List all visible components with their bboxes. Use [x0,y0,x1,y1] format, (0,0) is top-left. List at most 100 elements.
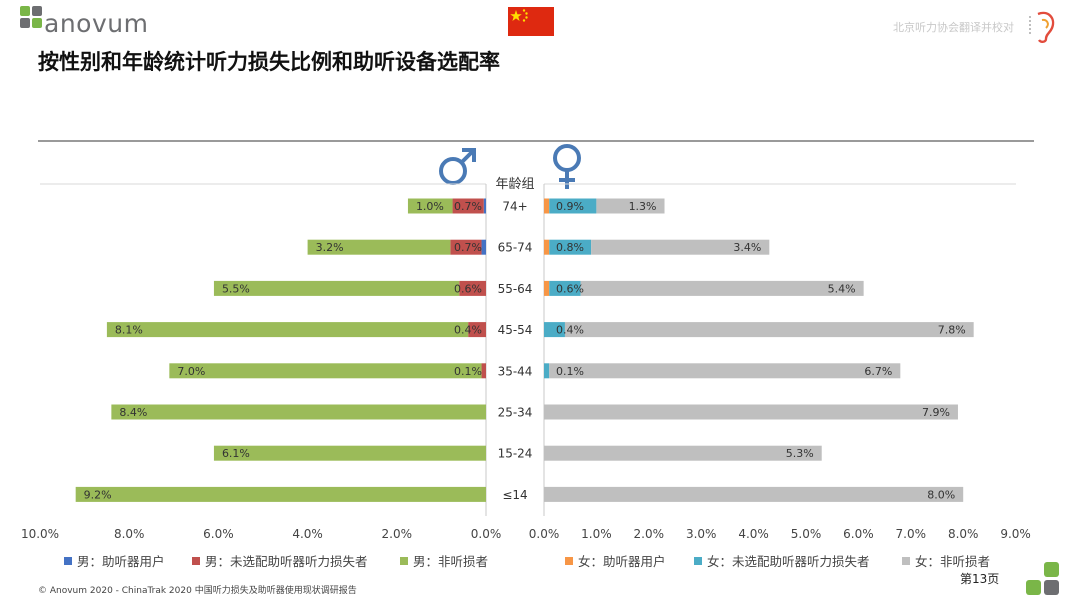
bar-male-unfitted [459,280,486,296]
data-label-female-non: 8.0% [927,488,955,501]
legend-label-female-user: 女：助听器用户 [578,554,666,569]
category-label: 74+ [502,200,527,214]
female-bars [544,198,974,502]
male-symbol-icon [439,148,476,185]
data-label-male-non: 5.5% [222,282,250,295]
tick-label-female: 9.0% [1000,527,1031,541]
category-labels: 74+ 65-74 55-64 45-54 35-44 25-34 15-24 ≤14 [498,200,533,502]
data-label-female-unfitted: 0.9% [556,200,584,213]
tick-label-female: 0.0% [529,527,560,541]
bar-female-unfitted [549,198,597,214]
category-label: 25-34 [498,406,533,420]
data-label-male-non: 8.1% [115,324,143,337]
legend-swatch-male-user [64,556,72,565]
bar-male-unfitted [452,198,484,214]
bar-male-non [111,404,487,420]
tick-label-female: 7.0% [896,527,927,541]
female-data-labels: 0.9% 1.3% 0.8% 3.4% 0.6% 5.4% 0.4% 7.8% 0.1% 6.7%… [556,200,966,501]
tick-label-female: 3.0% [686,527,717,541]
bar-male-non [213,280,460,296]
male-axis-ticks: 10.0% 8.0% 6.0% 4.0% 2.0% 0.0% [21,527,501,541]
data-label-male-unfitted: 0.7% [454,241,482,254]
bar-female-non [544,404,958,420]
female-axis-ticks: 0.0% 1.0% 2.0% 3.0% 4.0% 5.0% 6.0% 7.0% 8.0% 9.0% [529,527,1031,541]
legend-female-user: 女：助听器用户 [565,551,666,570]
tick-label-male: 0.0% [471,527,502,541]
partner-text: 北京听力协会翻译并校对 [893,21,1014,34]
data-label-male-unfitted: 0.6% [454,282,482,295]
bar-female-non [596,198,665,214]
tick-label-female: 1.0% [581,527,612,541]
bar-male-non [75,486,487,502]
bar-male-user [481,239,486,255]
legend-label-male-non: 男：非听损者 [413,554,489,569]
bar-female-user [544,280,550,296]
bar-male-unfitted [481,363,486,379]
legend-male-user: 男：助听器用户 [64,551,165,570]
bar-female-unfitted [544,322,565,338]
legend-label-male-unfitted: 男：未选配助听器听力损失者 [205,554,368,569]
bar-female-non [591,239,770,255]
legend-label-female-unfitted: 女：未选配助听器听力损失者 [707,554,870,569]
bar-female-user [544,239,550,255]
tick-label-male: 10.0% [21,527,59,541]
male-data-labels: 0.7% 1.0% 0.7% 3.2% 0.6% 5.5% 0.4% 8.1% 0.1% 7.0%… [84,200,482,501]
tick-label-female: 2.0% [634,527,665,541]
data-label-female-non: 5.4% [828,282,856,295]
data-label-male-unfitted: 0.1% [454,365,482,378]
corner-logo-mark [1026,562,1059,595]
data-label-female-non: 7.9% [922,406,950,419]
legend-male-unfitted: 男：未选配助听器听力损失者 [192,551,368,570]
bar-female-user [544,198,550,214]
category-label: 35-44 [498,364,533,378]
legend-swatch-female-user [565,556,573,565]
data-label-female-unfitted: 0.4% [556,324,584,337]
china-flag-icon [508,7,554,36]
category-axis-label: 年龄组 [495,177,534,192]
legend-label-female-non: 女：非听损者 [915,554,991,569]
bar-male-user [483,198,486,214]
bar-female-non [549,363,901,379]
data-label-female-non: 3.4% [733,241,761,254]
legend-swatch-male-unfitted [192,556,200,565]
data-label-male-non: 8.4% [119,406,147,419]
bar-male-non [106,322,469,338]
bar-male-unfitted [450,239,482,255]
data-label-female-unfitted: 0.8% [556,241,584,254]
page-number: 第13页 [960,572,1000,586]
data-label-female-non: 1.3% [629,200,657,213]
bar-female-non [544,486,964,502]
bar-female-unfitted [549,239,592,255]
bar-male-non [213,445,486,461]
legend-female-unfitted: 女：未选配助听器听力损失者 [694,551,870,570]
legend-swatch-male-non [400,556,408,565]
bar-female-non [564,322,974,338]
tick-label-male: 6.0% [203,527,234,541]
butterfly-bar-chart: 年龄组 0.7% 1.0% 0.7% 3.2% 0.6% 5.5% 0.4% 8.1% 0.1%… [21,177,1031,541]
data-label-female-non: 6.7% [864,365,892,378]
data-label-male-non: 1.0% [416,200,444,213]
bar-male-unfitted [468,322,486,338]
data-label-male-non: 7.0% [177,365,205,378]
tick-label-male: 2.0% [382,527,413,541]
bar-female-non [580,280,864,296]
data-label-female-unfitted: 0.6% [556,282,584,295]
tick-label-female: 8.0% [948,527,979,541]
bar-male-non [407,198,453,214]
bar-male-non [307,239,451,255]
legend-label-male-user: 男：助听器用户 [77,554,165,569]
tick-label-male: 4.0% [292,527,323,541]
legend-swatch-female-unfitted [694,556,702,565]
category-label: 55-64 [498,282,533,296]
tick-label-male: 8.0% [114,527,145,541]
anovum-logo-mark [20,6,42,28]
female-symbol-icon [553,144,581,189]
data-label-female-unfitted: 0.1% [556,365,584,378]
legend-swatch-female-non [902,556,910,565]
category-label: 45-54 [498,323,533,337]
bar-female-unfitted [544,363,550,379]
data-label-female-non: 5.3% [786,447,814,460]
legend-female-non: 女：非听损者 [902,551,990,570]
male-bars [75,198,487,502]
bar-female-unfitted [549,280,581,296]
